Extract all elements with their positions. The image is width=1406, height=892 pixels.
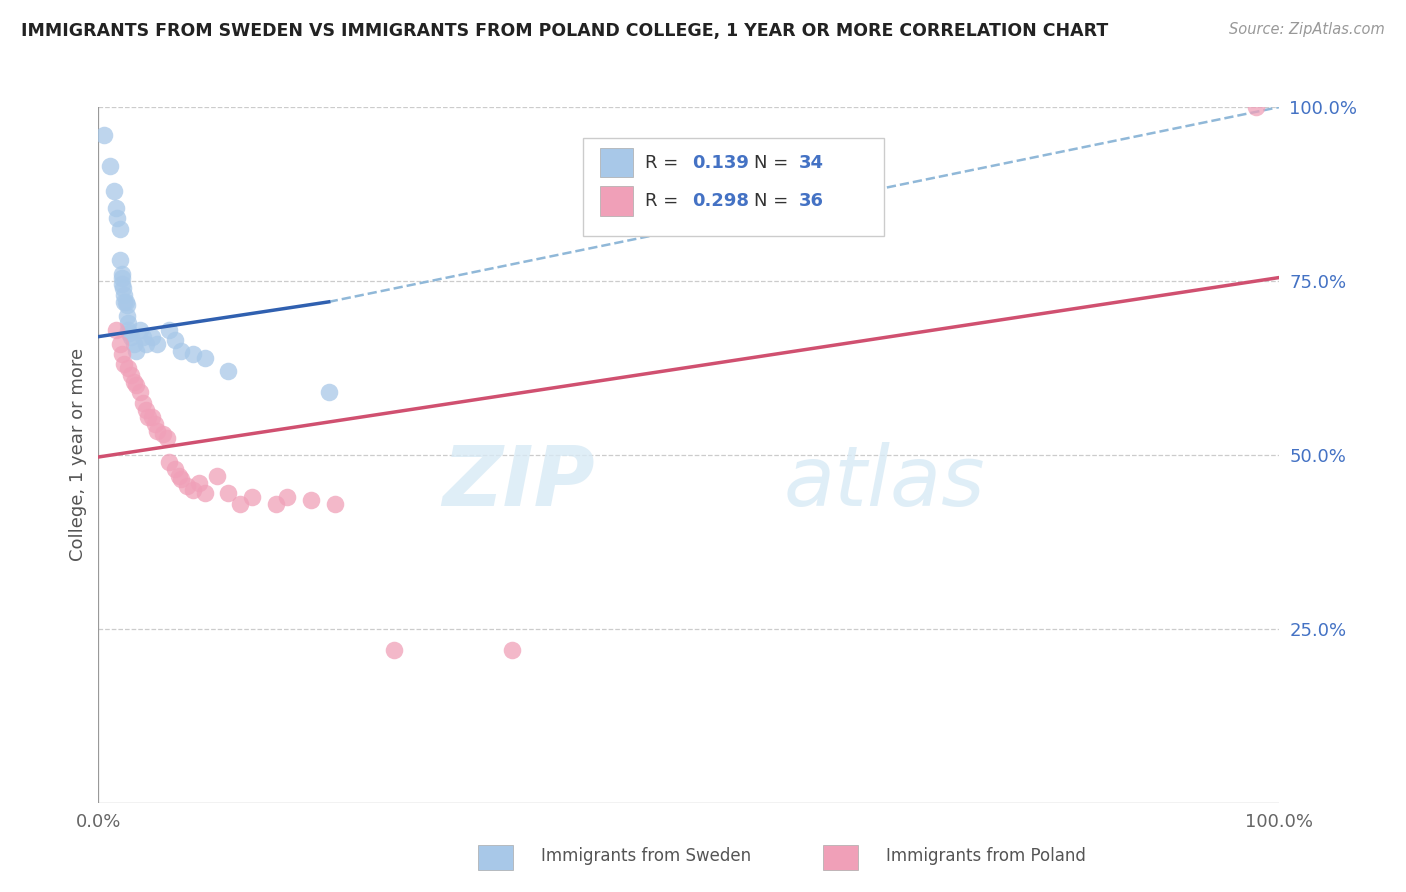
Point: [105, 323, 128, 337]
FancyBboxPatch shape: [600, 186, 634, 216]
Text: 34: 34: [799, 153, 824, 171]
Point: [501, 642, 523, 657]
Text: 36: 36: [799, 192, 824, 210]
Point: [118, 326, 141, 340]
Point: [1244, 100, 1267, 114]
Point: [229, 497, 252, 511]
Point: [217, 486, 239, 500]
Point: [136, 409, 159, 424]
Point: [108, 222, 131, 236]
Text: Immigrants from Sweden: Immigrants from Sweden: [541, 847, 751, 865]
Point: [181, 483, 204, 497]
Point: [111, 347, 134, 361]
Point: [146, 424, 169, 438]
FancyBboxPatch shape: [600, 148, 634, 178]
Y-axis label: College, 1 year or more: College, 1 year or more: [69, 349, 87, 561]
Point: [132, 329, 155, 343]
Point: [276, 490, 298, 504]
Point: [170, 472, 193, 486]
Point: [115, 298, 138, 312]
Text: 0.298: 0.298: [693, 192, 749, 210]
Point: [167, 468, 190, 483]
Text: N =: N =: [754, 192, 794, 210]
Point: [157, 455, 180, 469]
Point: [170, 343, 193, 358]
Point: [135, 402, 157, 417]
Point: [187, 475, 209, 490]
Point: [194, 486, 217, 500]
Point: [93, 128, 115, 142]
Point: [108, 336, 131, 351]
Point: [128, 385, 150, 400]
Point: [105, 211, 128, 226]
Point: [146, 336, 169, 351]
Point: [135, 336, 157, 351]
Point: [323, 497, 346, 511]
Point: [125, 378, 148, 392]
Point: [117, 360, 139, 375]
Point: [217, 364, 239, 378]
Point: [121, 329, 143, 343]
Point: [125, 343, 148, 358]
Point: [156, 431, 179, 445]
Text: N =: N =: [754, 153, 794, 171]
Point: [117, 323, 139, 337]
Point: [111, 277, 134, 292]
Point: [152, 427, 174, 442]
Point: [176, 479, 198, 493]
Point: [299, 493, 322, 508]
Point: [115, 309, 138, 323]
Point: [111, 267, 134, 281]
Point: [132, 396, 155, 410]
Point: [264, 497, 287, 511]
Text: R =: R =: [645, 192, 685, 210]
Point: [157, 323, 180, 337]
Text: 0.139: 0.139: [693, 153, 749, 171]
Text: IMMIGRANTS FROM SWEDEN VS IMMIGRANTS FROM POLAND COLLEGE, 1 YEAR OR MORE CORRELA: IMMIGRANTS FROM SWEDEN VS IMMIGRANTS FRO…: [21, 22, 1108, 40]
Point: [141, 329, 163, 343]
Point: [114, 294, 136, 309]
Point: [382, 642, 405, 657]
Point: [141, 409, 163, 424]
Text: R =: R =: [645, 153, 685, 171]
Point: [111, 270, 134, 285]
Point: [205, 468, 228, 483]
Point: [112, 288, 135, 302]
Point: [122, 375, 145, 389]
Point: [98, 159, 121, 173]
Point: [240, 490, 263, 504]
Point: [165, 462, 187, 476]
Point: [122, 336, 145, 351]
Point: [128, 323, 150, 337]
Text: ZIP: ZIP: [441, 442, 595, 524]
Text: atlas: atlas: [783, 442, 986, 524]
Point: [165, 333, 187, 347]
Point: [112, 358, 135, 372]
Point: [194, 351, 217, 365]
Point: [143, 417, 166, 431]
Point: [112, 281, 135, 295]
Point: [121, 368, 143, 382]
Point: [108, 253, 131, 268]
Point: [117, 316, 139, 330]
Text: Source: ZipAtlas.com: Source: ZipAtlas.com: [1229, 22, 1385, 37]
FancyBboxPatch shape: [582, 138, 884, 235]
Point: [181, 347, 204, 361]
Point: [103, 184, 125, 198]
Text: Immigrants from Poland: Immigrants from Poland: [886, 847, 1085, 865]
Point: [112, 294, 135, 309]
Point: [318, 385, 340, 400]
Point: [105, 201, 128, 215]
